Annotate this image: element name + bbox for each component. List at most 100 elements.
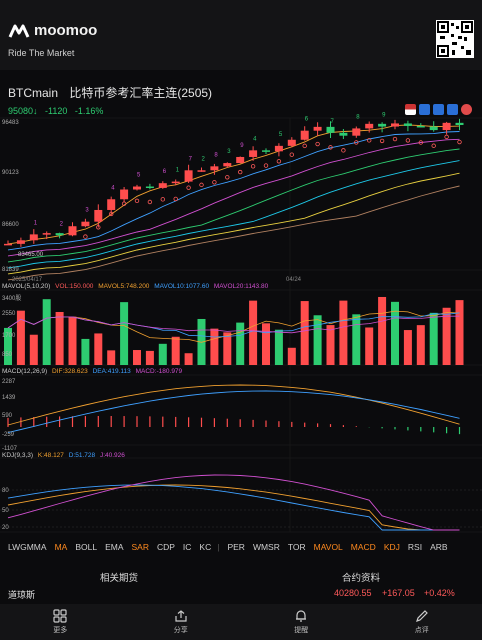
related-futures-title[interactable]: 相关期货 [100,573,139,584]
kdj-line [7,484,460,531]
candle-body [94,209,103,222]
volume-bar [442,307,451,365]
volume-bar [300,301,309,365]
y-label-main: 86600 [2,222,19,228]
volume-bar [107,350,116,365]
tab-ma[interactable]: MA [54,542,68,552]
tab-kc[interactable]: KC [199,542,212,552]
kdj-line [7,474,460,531]
candle-body [55,233,64,236]
sar-dot [225,175,230,180]
ma-line [7,138,460,257]
volume-bar [42,299,51,365]
candle-body [42,233,51,235]
vol-y-label: 2550 [2,311,16,317]
tab-per[interactable]: PER [227,542,245,552]
tab-ic[interactable]: IC [182,542,192,552]
ma-marker-label: 6 [163,169,167,175]
volume-bar [94,333,103,365]
nav-alert[interactable]: 提醒 [241,604,362,640]
y-label-low: 83465.00 [18,252,44,258]
y-label-main: 90123 [2,170,19,176]
sar-dot [431,143,436,148]
macd-histogram-bar [175,416,177,427]
mavol-label: MAVOL(5,10,20) [2,283,51,290]
ma-marker-label: 8 [214,152,218,158]
nav-more[interactable]: 更多 [0,604,121,640]
ma-line [7,160,460,269]
sar-dot [173,196,178,202]
tab-tor[interactable]: TOR [287,542,306,552]
candle-body [300,130,309,140]
tab-macd[interactable]: MACD [350,542,376,552]
tab-wmsr[interactable]: WMSR [252,542,280,552]
macd-histogram-bar [226,418,228,427]
tab-ema[interactable]: EMA [105,542,124,552]
ma-marker-label: 9 [240,143,244,149]
tab-boll[interactable]: BOLL [75,542,98,552]
kdj-k: K:48.127 [37,452,64,459]
tab-kdj[interactable]: KDJ [383,542,400,552]
candle-body [339,132,348,136]
contract-info-title[interactable]: 合约资料 [342,573,381,584]
vol-y-label: 3400股 [2,295,21,302]
related-section-header: 相关期货 合约资料 [0,566,482,584]
macd-header: MACD(12,26,9) DIF:328.623 DEA:419.113 MA… [2,368,182,375]
nav-comment[interactable]: 点评 [362,604,482,640]
bell-icon [296,610,307,622]
macd-histogram-bar [265,420,267,427]
tab-mavol[interactable]: MAVOL [313,542,343,552]
macd-dea: DEA:419.113 [92,368,131,375]
candle-body [429,126,438,131]
tab-cdp[interactable]: CDP [156,542,175,552]
macd-value: MACD:-180.979 [135,368,183,375]
y-label-main: 96483 [2,120,19,126]
moomoo-logo-icon [8,24,30,38]
sar-dot [263,163,269,168]
shield-icon [447,104,458,115]
share-icon [175,610,187,622]
kdj-label: KDJ(9,3,3) [2,452,34,459]
candle-body [391,123,399,127]
macd-histogram-bar [458,427,461,435]
candle-body [274,145,283,152]
macd-y-label: 1439 [2,395,16,401]
tab-arb[interactable]: ARB [430,542,448,552]
quote-row[interactable]: 道琼斯 40280.55 +167.05 +0.42% [0,586,482,602]
bottom-nav: 更多 分享 提醒 点评 [0,604,482,640]
macd-histogram-bar [291,421,293,427]
volume-bar [236,322,245,365]
tab-lwgmma[interactable]: LWGMMA [8,542,47,552]
tab-sar[interactable]: SAR [131,542,149,552]
volume-bar [145,350,154,365]
candle-body [262,150,270,152]
volume-bar [339,300,348,365]
y-label-main: 81839 [2,267,19,273]
last-price: 95080 [8,106,34,116]
ma-marker-label: 4 [111,185,115,191]
candle-body [171,181,180,184]
sar-dot [457,139,462,145]
volume-bar [416,325,425,365]
sar-dot [405,138,411,143]
sar-dot [237,169,243,175]
volume-bar [378,296,387,365]
sar-dot [328,145,333,150]
macd-histogram-bar [394,427,396,430]
nav-share[interactable]: 分享 [121,604,242,640]
macd-histogram-bar [433,427,435,433]
candle-body [249,150,258,157]
ma-marker-label: 9 [382,113,386,119]
macd-histogram-bar [7,417,9,427]
us-flag-icon [405,104,416,115]
macd-histogram-bar [239,419,241,427]
volume-bar [210,328,219,365]
quote-name: 道琼斯 [8,590,36,600]
brand-logo: moomoo [8,22,97,39]
macd-histogram-bar [355,426,357,427]
tab-rsi[interactable]: RSI [407,542,423,552]
sar-dot [354,140,359,145]
kdj-y-label: 80 [2,488,9,494]
volume-bar [158,343,167,365]
